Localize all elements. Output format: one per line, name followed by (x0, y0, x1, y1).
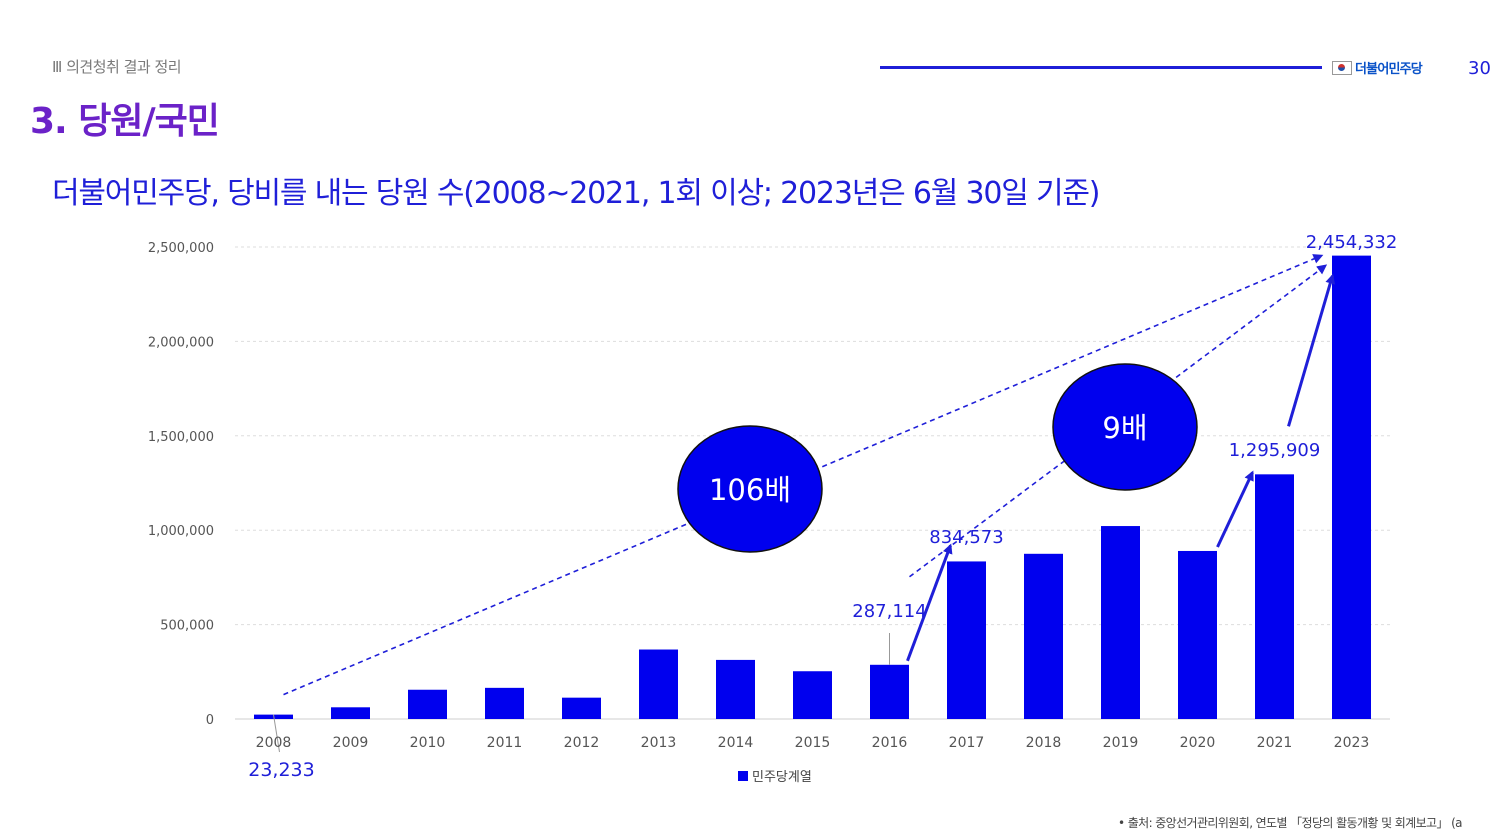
source-footnote: • 출처: 중앙선거관리위원회, 연도별 「정당의 활동개황 및 회계보고」 (… (1118, 816, 1463, 830)
x-tick-label: 2023 (1334, 735, 1370, 751)
multiplier-bubble-106x (677, 425, 823, 553)
x-tick-label: 2012 (564, 735, 600, 751)
bar-2018 (1024, 553, 1063, 719)
legend-label: 민주당계열 (752, 770, 812, 785)
bar-2013 (639, 649, 678, 719)
bar-2021 (1255, 474, 1294, 719)
header-divider (880, 66, 1322, 69)
bar-2011 (485, 687, 524, 719)
data-label-2023: 2,454,332 (1306, 232, 1398, 253)
x-tick-label: 2008 (256, 735, 292, 751)
x-tick-label: 2017 (949, 735, 985, 751)
x-tick-label: 2014 (718, 735, 754, 751)
trend-arrow (1216, 470, 1254, 548)
flag-icon (1332, 60, 1352, 75)
bar-2023 (1332, 255, 1371, 719)
chart-subtitle: 더불어민주당, 당비를 내는 당원 수(2008~2021, 1회 이상; 20… (52, 176, 1100, 211)
legend-swatch (738, 770, 748, 781)
growth-arrow-9x (909, 264, 1328, 578)
bar-2015 (793, 671, 832, 719)
section-label: Ⅲ 의견청취 결과 정리 (52, 58, 182, 76)
x-tick-label: 2021 (1257, 735, 1293, 751)
multiplier-bubble-9x (1052, 363, 1198, 491)
y-tick-label: 2,500,000 (148, 241, 214, 256)
x-tick-label: 2019 (1103, 735, 1139, 751)
data-label-2021: 1,295,909 (1229, 440, 1321, 461)
bar-2019 (1101, 526, 1140, 719)
bar-2020 (1178, 550, 1217, 719)
growth-arrow-106x (283, 254, 1324, 696)
x-tick-label: 2010 (410, 735, 446, 751)
x-tick-label: 2015 (795, 735, 831, 751)
page-title: 3. 당원/국민 (30, 101, 220, 142)
bar-2012 (562, 697, 601, 719)
trend-arrow (1287, 273, 1336, 427)
bar-2017 (947, 561, 986, 719)
label-leader-line (273, 714, 280, 753)
y-tick-label: 0 (206, 713, 214, 728)
party-logo: 더불어민주당 (1332, 58, 1423, 77)
x-tick-label: 2011 (487, 735, 523, 751)
x-tick-label: 2020 (1180, 735, 1216, 751)
y-tick-label: 500,000 (160, 619, 214, 634)
data-label-2016: 287,114 (852, 601, 926, 622)
bar-2016 (870, 664, 909, 719)
chart-legend: 민주당계열 (738, 766, 812, 785)
y-tick-label: 2,000,000 (148, 335, 214, 350)
page-number: 30 (1468, 58, 1491, 79)
bar-2009 (331, 707, 370, 719)
multiplier-label: 9배 (1102, 411, 1147, 445)
bar-2010 (408, 689, 447, 719)
multiplier-label: 106배 (709, 473, 791, 507)
x-tick-label: 2018 (1026, 735, 1062, 751)
trend-arrow (906, 543, 953, 662)
x-tick-label: 2009 (333, 735, 369, 751)
data-label-2017: 834,573 (929, 527, 1003, 548)
y-tick-label: 1,500,000 (148, 430, 214, 445)
logo-text: 더불어민주당 (1355, 62, 1423, 77)
bar-2014 (716, 659, 755, 719)
x-tick-label: 2013 (641, 735, 677, 751)
y-tick-label: 1,000,000 (148, 524, 214, 539)
data-label-2008: 23,233 (248, 759, 314, 781)
x-tick-label: 2016 (872, 735, 908, 751)
